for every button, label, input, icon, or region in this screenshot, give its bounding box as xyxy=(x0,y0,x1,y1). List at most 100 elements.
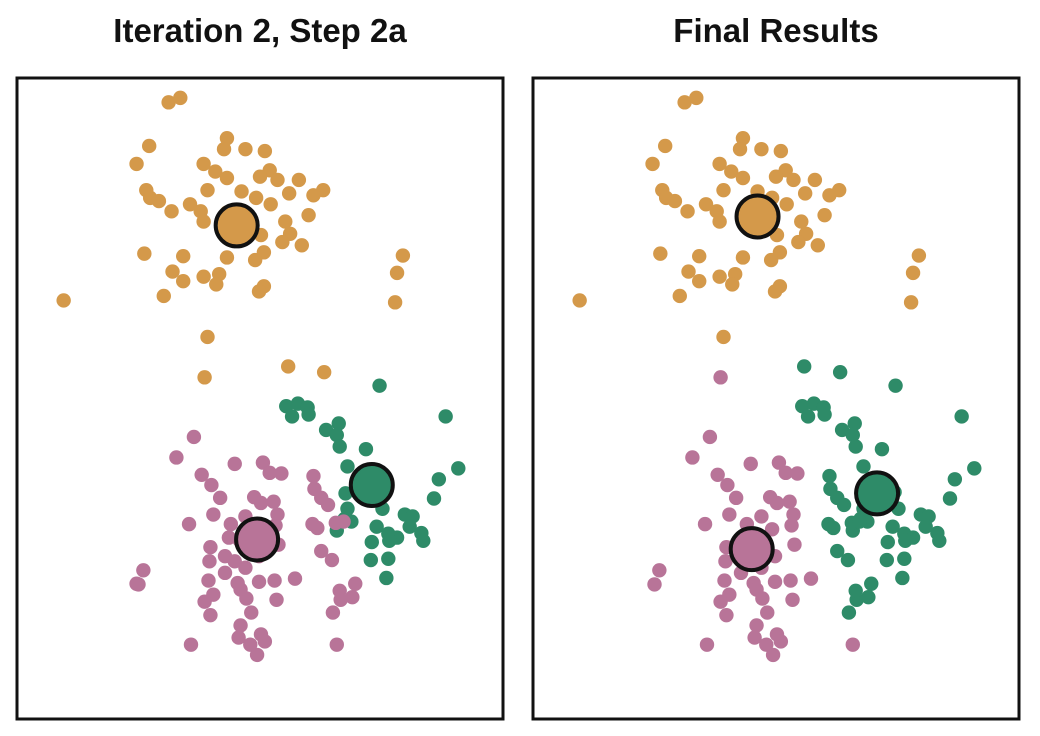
data-point-cluster-3-19 xyxy=(181,516,197,532)
data-point-cluster-1-49 xyxy=(572,293,587,308)
plot-frame-left xyxy=(15,76,505,721)
data-point-cluster-1-23 xyxy=(182,197,198,212)
data-point-cluster-3-37 xyxy=(238,560,253,575)
data-point-cluster-3-5 xyxy=(778,465,793,481)
data-point-cluster-1-2 xyxy=(735,131,751,146)
data-point-cluster-3-52 xyxy=(269,592,284,607)
data-point-cluster-1-4 xyxy=(216,141,232,157)
data-point-cluster-1-34 xyxy=(810,238,825,253)
data-point-cluster-3-1 xyxy=(169,450,184,465)
data-point-cluster-2-14 xyxy=(856,459,871,474)
data-point-cluster-1-47 xyxy=(209,277,224,292)
data-point-cluster-1-13 xyxy=(786,172,801,188)
data-point-cluster-1-7 xyxy=(129,156,144,172)
data-point-cluster-1-25 xyxy=(263,197,278,212)
data-point-cluster-1-1 xyxy=(689,90,704,106)
data-point-cluster-3-33 xyxy=(202,554,217,569)
data-point-cluster-2-37 xyxy=(895,570,910,586)
data-point-cluster-1-12 xyxy=(768,169,784,184)
data-point-cluster-1-26 xyxy=(817,207,832,223)
data-point-cluster-3-61 xyxy=(243,637,258,652)
data-point-cluster-1-25 xyxy=(779,197,794,212)
data-point-cluster-3-12 xyxy=(782,494,797,509)
data-point-cluster-3-47 xyxy=(759,637,774,652)
data-point-cluster-1-27 xyxy=(164,204,179,219)
data-point-cluster-2-33 xyxy=(381,551,396,566)
data-point-cluster-1-52 xyxy=(387,295,403,310)
centroid-cluster-1 xyxy=(734,193,781,240)
data-point-cluster-3-14 xyxy=(266,494,281,509)
data-point-cluster-1-12 xyxy=(252,169,268,184)
data-point-cluster-1-48 xyxy=(692,273,707,289)
data-point-cluster-3-44 xyxy=(287,571,303,586)
data-point-cluster-1-51 xyxy=(767,284,783,299)
data-point-cluster-2-6 xyxy=(817,407,832,422)
data-point-cluster-3-11 xyxy=(212,490,228,506)
data-point-cluster-2-9 xyxy=(847,416,862,431)
centroid-cluster-1 xyxy=(213,202,260,249)
data-point-cluster-1-8 xyxy=(712,156,727,172)
data-point-cluster-3-4 xyxy=(262,465,277,481)
data-point-cluster-1-31 xyxy=(794,214,809,229)
data-point-cluster-1-51 xyxy=(251,284,267,299)
data-point-cluster-3-6 xyxy=(790,466,805,481)
data-point-cluster-3-15 xyxy=(786,507,801,522)
data-point-cluster-3-58 xyxy=(203,607,218,623)
data-point-cluster-3-7 xyxy=(710,467,725,482)
data-point-cluster-2-33 xyxy=(880,534,895,550)
data-point-cluster-2-29 xyxy=(416,533,431,549)
data-point-cluster-2-8 xyxy=(954,409,969,424)
centroid-cluster-2 xyxy=(348,462,395,509)
data-point-cluster-3-64 xyxy=(249,647,265,663)
data-point-cluster-1-14 xyxy=(807,172,823,188)
scatter-panel-left xyxy=(15,76,505,721)
data-point-cluster-3-13 xyxy=(253,495,269,511)
data-point-cluster-2-10 xyxy=(332,439,347,454)
data-point-cluster-3-2 xyxy=(685,450,700,465)
data-point-cluster-1-40 xyxy=(219,250,235,265)
data-point-cluster-3-4 xyxy=(771,455,787,470)
data-point-cluster-2-10 xyxy=(834,422,850,438)
data-point-cluster-3-18 xyxy=(784,518,799,533)
data-point-cluster-3-50 xyxy=(747,630,762,645)
centroid-cluster-3 xyxy=(234,516,281,563)
data-point-cluster-2-15 xyxy=(967,461,982,476)
data-point-cluster-3-1 xyxy=(702,429,718,445)
data-point-cluster-1-30 xyxy=(196,214,211,229)
data-point-cluster-3-39 xyxy=(136,563,151,578)
data-point-cluster-2-7 xyxy=(331,416,346,431)
data-point-cluster-1-24 xyxy=(151,193,167,209)
data-point-cluster-3-7 xyxy=(306,468,321,484)
data-point-cluster-2-15 xyxy=(426,491,442,506)
data-point-cluster-3-33 xyxy=(767,574,783,590)
centroid-cluster-2 xyxy=(854,470,901,517)
data-point-cluster-3-11 xyxy=(769,495,785,511)
data-point-cluster-3-19 xyxy=(764,522,780,537)
data-point-cluster-1-34 xyxy=(294,238,309,253)
data-point-cluster-2-13 xyxy=(451,461,466,476)
data-point-cluster-1-8 xyxy=(196,156,211,172)
data-point-cluster-1-50 xyxy=(672,288,687,304)
data-point-cluster-1-7 xyxy=(645,156,660,172)
data-point-cluster-3-14 xyxy=(754,509,769,524)
data-point-cluster-3-3 xyxy=(743,456,758,472)
data-point-cluster-2-1 xyxy=(832,365,848,380)
data-point-cluster-1-24 xyxy=(667,193,683,209)
data-point-cluster-3-36 xyxy=(647,577,662,592)
data-point-cluster-2-11 xyxy=(845,427,860,443)
data-point-cluster-1-53 xyxy=(200,329,215,345)
data-point-cluster-1-5 xyxy=(238,141,253,157)
data-point-cluster-2-26 xyxy=(885,519,900,534)
data-point-cluster-2-48 xyxy=(861,590,876,605)
data-point-cluster-3-63 xyxy=(183,637,199,652)
data-point-cluster-3-59 xyxy=(233,618,248,633)
data-point-cluster-3-65 xyxy=(231,630,246,645)
data-point-cluster-2-49 xyxy=(841,605,857,620)
data-point-cluster-1-40 xyxy=(735,250,751,265)
data-point-cluster-1-0 xyxy=(677,95,692,110)
data-point-cluster-1-39 xyxy=(176,248,191,264)
data-point-cluster-2-5 xyxy=(284,409,300,424)
data-point-cluster-3-30 xyxy=(652,563,667,578)
data-point-cluster-3-3 xyxy=(255,455,271,470)
data-point-cluster-1-36 xyxy=(791,234,806,250)
